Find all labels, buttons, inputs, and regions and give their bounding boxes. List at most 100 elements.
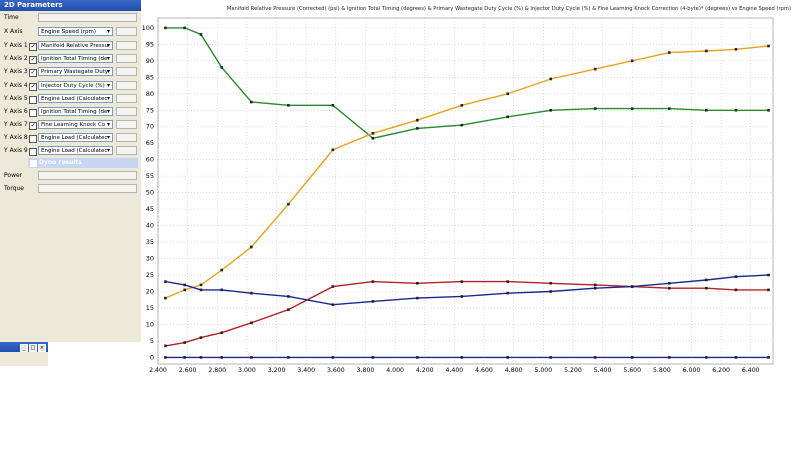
y-axis-checkbox[interactable]: ✓: [29, 122, 37, 130]
close-icon[interactable]: ×: [38, 344, 46, 352]
y-axis-select[interactable]: Fine Learning Knock Co: [38, 120, 113, 129]
chevron-down-icon[interactable]: ▾: [106, 134, 110, 141]
y-axis-label: Y Axis 9: [4, 147, 28, 154]
x-axis-row: X Axis Engine Speed (rpm) ▾: [0, 26, 141, 38]
y-axis-extra-field[interactable]: [116, 120, 137, 129]
data-point: [767, 273, 770, 277]
data-point: [220, 268, 224, 272]
data-point: [667, 286, 671, 290]
x-tick-label: 4,800: [505, 367, 523, 372]
y-axis-select[interactable]: Injector Duty Cycle (%): [38, 81, 113, 90]
data-point: [506, 356, 510, 359]
y-axis-select[interactable]: Ignition Total Timing (de: [38, 107, 113, 116]
chevron-down-icon[interactable]: ▾: [106, 28, 110, 35]
time-label: Time: [4, 14, 19, 21]
maximize-icon[interactable]: □: [29, 344, 37, 352]
y-axis-extra-field[interactable]: [116, 41, 137, 50]
chevron-down-icon[interactable]: ▾: [106, 95, 110, 102]
y-axis-select[interactable]: Primary Wastegate Duty: [38, 67, 113, 76]
y-axis-row-4: Y Axis 4 ✓ Injector Duty Cycle (%) ▾: [0, 80, 141, 92]
y-axis-checkbox[interactable]: [29, 109, 37, 117]
dyno-results-label: Dyno results: [39, 159, 82, 166]
y-axis-checkbox[interactable]: ✓: [29, 83, 37, 91]
x-tick-label: 3,400: [297, 367, 315, 372]
y-tick-label: 60: [146, 156, 154, 164]
y-axis-extra-field[interactable]: [116, 81, 137, 90]
y-axis-checkbox[interactable]: ✓: [29, 69, 37, 77]
x-tick-label: 5,200: [564, 367, 582, 372]
data-point: [593, 286, 597, 290]
data-point: [506, 291, 510, 295]
data-point: [331, 285, 335, 288]
torque-label: Torque: [4, 185, 24, 192]
minimize-icon[interactable]: _: [20, 344, 28, 352]
data-point: [630, 285, 634, 288]
y-axis-checkbox[interactable]: [29, 135, 37, 143]
dyno-results-checkbox[interactable]: [30, 160, 37, 167]
window-title-bar[interactable]: _ □ ×: [0, 342, 48, 352]
data-point: [183, 356, 186, 359]
x-tick-label: 5,400: [594, 367, 612, 372]
data-point: [506, 92, 510, 96]
power-field[interactable]: [38, 171, 137, 180]
chevron-down-icon[interactable]: ▾: [106, 147, 110, 154]
x-axis-select[interactable]: Engine Speed (rpm): [38, 27, 113, 36]
y-axis-extra-field[interactable]: [116, 94, 137, 103]
x-tick-label: 4,200: [416, 367, 434, 372]
y-axis-row-1: Y Axis 1 ✓ Manifold Relative Pressu ▾: [0, 40, 141, 52]
series-line-2: [165, 45, 769, 299]
chevron-down-icon[interactable]: ▾: [106, 68, 110, 75]
y-axis-select[interactable]: Engine Load (Calculatec: [38, 133, 113, 142]
data-point: [416, 127, 419, 130]
torque-field[interactable]: [38, 184, 137, 193]
plot-frame: [157, 17, 774, 365]
data-point: [199, 283, 203, 287]
y-axis-extra-field[interactable]: [116, 107, 137, 116]
data-point: [705, 278, 708, 282]
time-field[interactable]: [38, 13, 137, 22]
x-tick-label: 6,400: [742, 367, 760, 372]
y-axis-checkbox[interactable]: [29, 148, 37, 156]
y-tick-label: 75: [146, 106, 154, 114]
data-point: [506, 115, 510, 119]
data-point: [183, 288, 186, 292]
y-axis-checkbox[interactable]: ✓: [29, 56, 37, 64]
data-point: [287, 295, 290, 298]
y-axis-extra-field[interactable]: [116, 133, 137, 142]
data-point: [199, 336, 203, 339]
y-axis-checkbox[interactable]: [29, 96, 37, 104]
chevron-down-icon[interactable]: ▾: [106, 108, 110, 115]
data-point: [767, 356, 770, 359]
y-axis-select[interactable]: Manifold Relative Pressu: [38, 41, 113, 50]
y-axis-select[interactable]: Engine Load (Calculatec: [38, 146, 113, 155]
data-point: [416, 118, 419, 122]
data-point: [250, 245, 253, 249]
data-point: [667, 107, 671, 110]
x-axis-extra-field[interactable]: [116, 27, 137, 36]
chevron-down-icon[interactable]: ▾: [106, 55, 110, 62]
data-point: [705, 49, 708, 53]
y-axis-row-3: Y Axis 3 ✓ Primary Wastegate Duty ▾: [0, 66, 141, 78]
dyno-results-header[interactable]: Dyno results: [28, 158, 138, 168]
y-tick-label: 50: [146, 189, 154, 197]
chevron-down-icon[interactable]: ▾: [106, 42, 110, 49]
y-axis-select[interactable]: Engine Load (Calculatec: [38, 94, 113, 103]
chevron-down-icon[interactable]: ▾: [106, 82, 110, 89]
data-point: [460, 104, 464, 107]
data-point: [549, 290, 553, 293]
y-axis-extra-field[interactable]: [116, 146, 137, 155]
y-axis-checkbox[interactable]: ✓: [29, 43, 37, 51]
x-tick-label: 2,600: [179, 367, 197, 372]
chevron-down-icon[interactable]: ▾: [106, 121, 110, 128]
data-point: [767, 44, 770, 48]
data-point: [371, 280, 375, 283]
x-tick-label: 4,000: [386, 367, 404, 372]
y-axis-select[interactable]: Ignition Total Timing (de: [38, 54, 113, 63]
y-tick-label: 100: [142, 24, 154, 32]
series-line-3: [165, 280, 769, 347]
y-axis-extra-field[interactable]: [116, 67, 137, 76]
data-point: [220, 331, 224, 334]
data-point: [287, 202, 290, 206]
y-axis-extra-field[interactable]: [116, 54, 137, 63]
y-axis-row-6: Y Axis 6 Ignition Total Timing (de ▾: [0, 106, 141, 118]
